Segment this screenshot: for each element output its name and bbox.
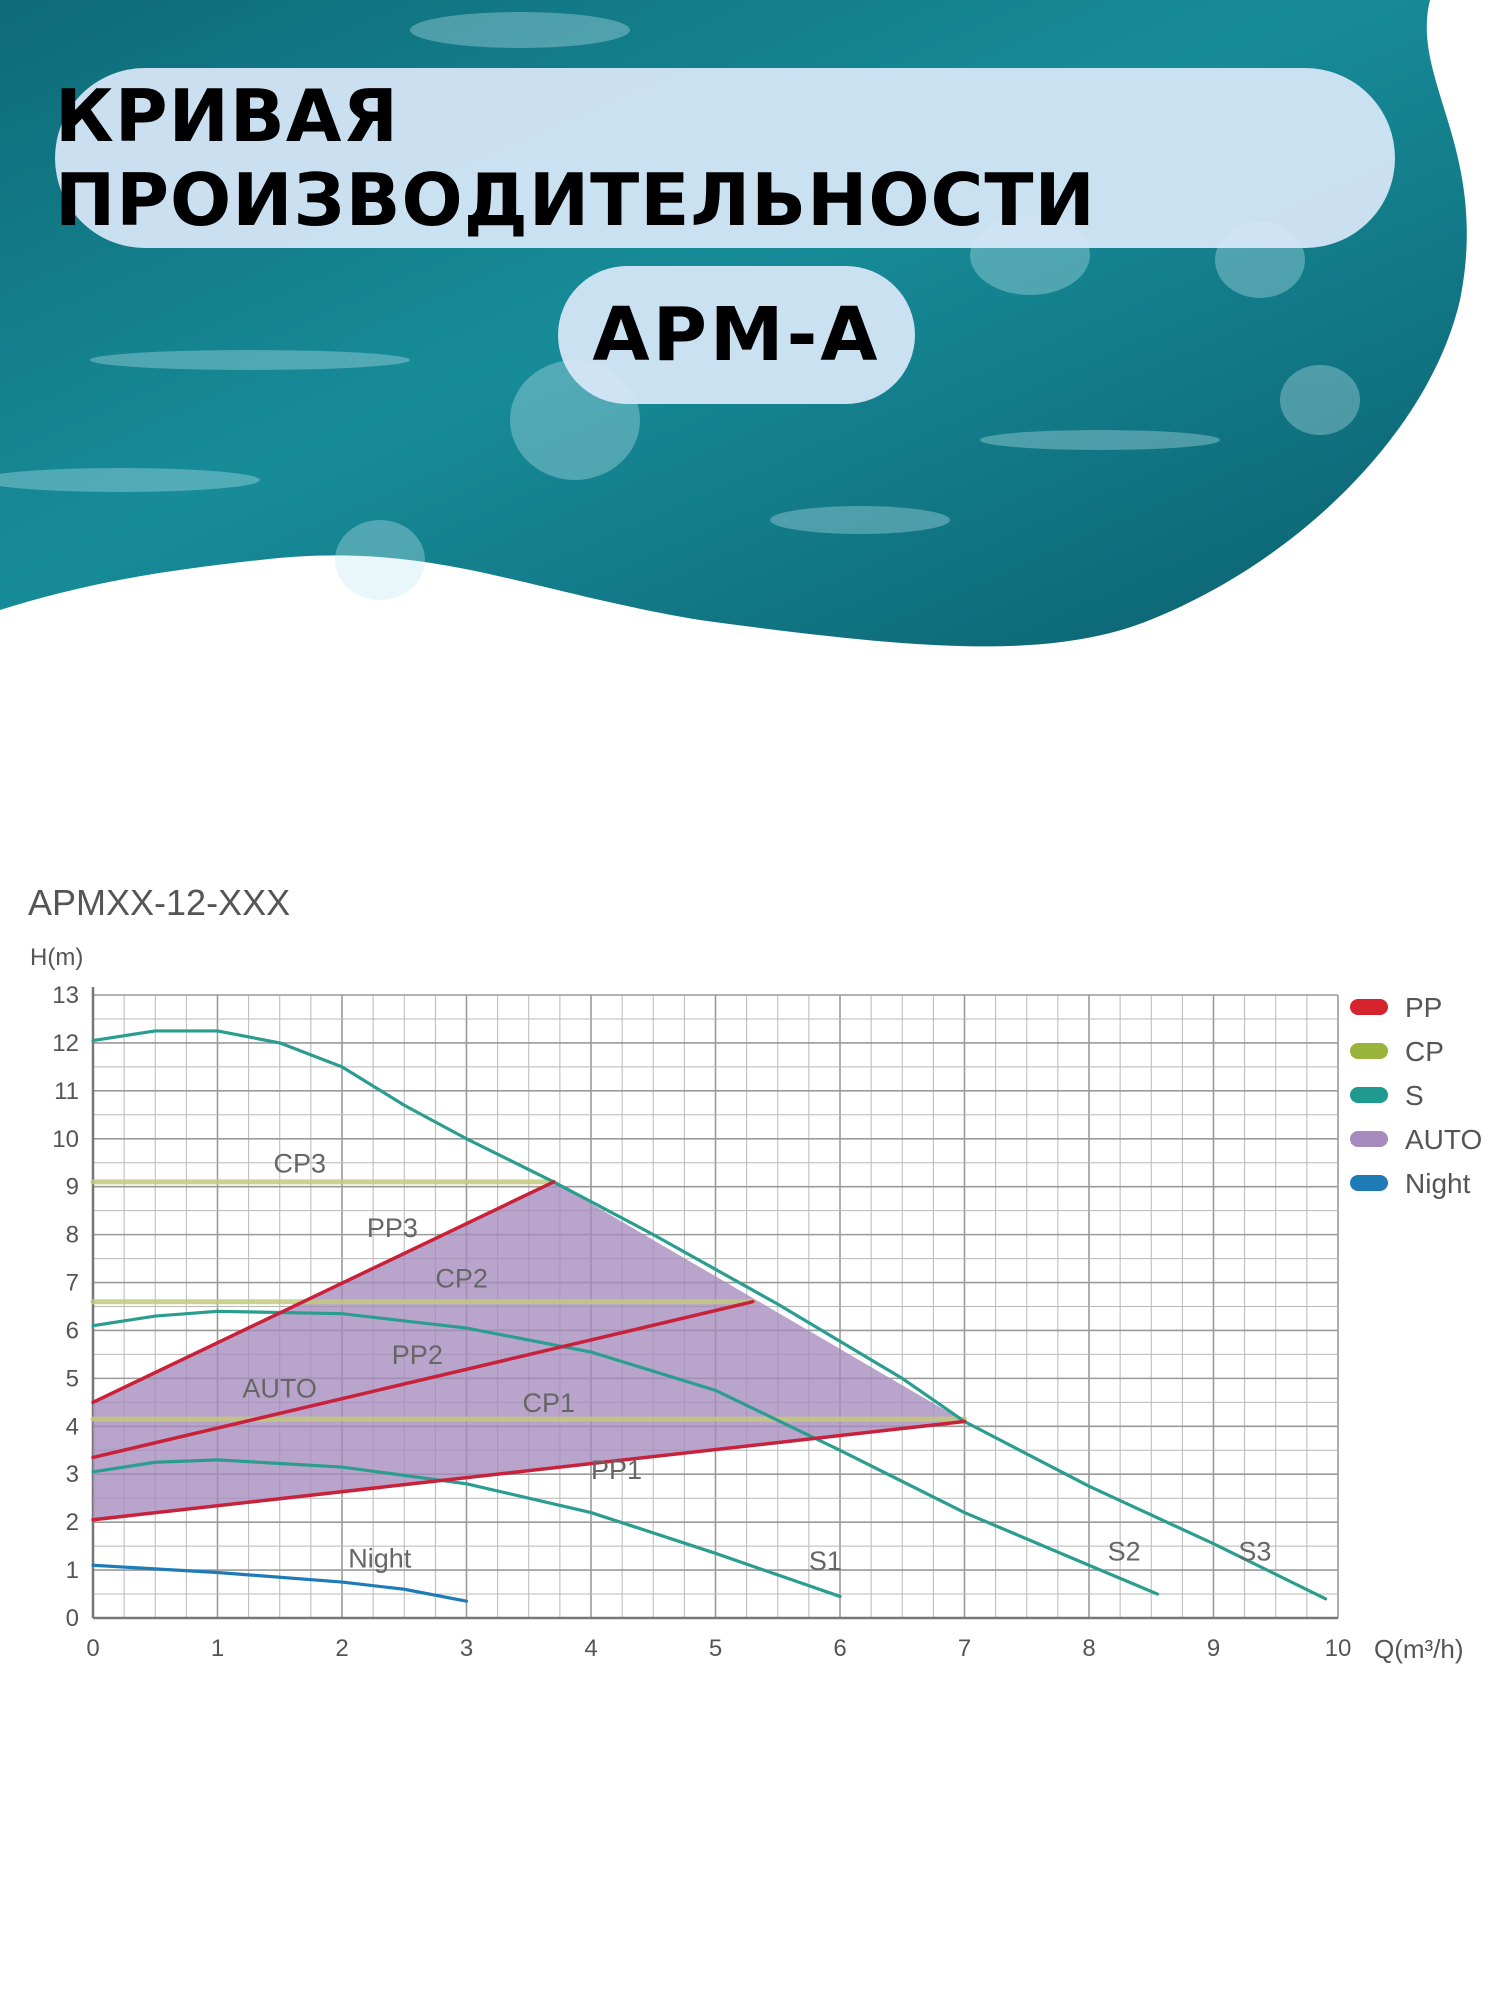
y-tick-label: 7 [66,1270,79,1297]
series-layer [90,1029,1328,1603]
legend-label-auto: AUTO [1405,1124,1482,1155]
x-tick-label: 7 [958,1635,971,1662]
series-line-pp3 [91,1180,556,1405]
annotations: CP3 PP3 CP2 PP2 AUTO CP1 PP1 Night S1 S2 S3 [242,1148,1271,1576]
legend-label-pp: PP [1405,992,1442,1023]
x-tick-label: 4 [584,1635,597,1662]
legend-swatch-auto [1350,1131,1388,1147]
x-tick-label: 1 [211,1635,224,1662]
annotation-s1: S1 [809,1546,842,1576]
legend-swatch-pp [1350,999,1388,1015]
y-tick-label: 3 [66,1461,79,1488]
x-tick-label: 10 [1325,1635,1352,1662]
y-tick-label: 1 [66,1557,79,1584]
y-tick-label: 10 [52,1126,79,1153]
annotation-auto: AUTO [242,1374,317,1404]
x-tick-label: 6 [833,1635,846,1662]
y-tick-label: 12 [52,1030,79,1057]
x-tick-label: 3 [460,1635,473,1662]
y-axis-label: H(m) [30,944,83,971]
annotation-s2: S2 [1108,1536,1141,1566]
auto-region [93,1181,965,1520]
annotation-night: Night [348,1544,412,1574]
auto-region-layer [93,1181,965,1520]
legend-swatch-cp [1350,1043,1388,1059]
legend-label-cp: CP [1405,1036,1444,1067]
legend-label-s: S [1405,1080,1424,1111]
annotation-pp2: PP2 [392,1340,443,1370]
page-title: КРИВАЯ ПРОИЗВОДИТЕЛЬНОСТИ [55,68,1395,248]
x-tick-label: 8 [1082,1635,1095,1662]
series-line-pp2 [91,1299,755,1460]
annotation-cp1: CP1 [523,1388,576,1418]
annotation-cp2: CP2 [435,1263,488,1293]
y-tick-label: 4 [66,1413,79,1440]
annotation-cp3: CP3 [274,1148,327,1178]
y-tick-label: 11 [54,1078,79,1105]
x-tick-label: 5 [709,1635,722,1662]
y-tick-label: 0 [66,1605,79,1632]
y-tick-label: 2 [66,1509,79,1536]
x-tick-label: 2 [335,1635,348,1662]
y-tick-label: 9 [66,1174,79,1201]
legend-swatch-night [1350,1175,1388,1191]
series-line-night [91,1563,469,1603]
y-tick-label: 8 [66,1222,79,1249]
x-tick-label: 0 [86,1635,99,1662]
chart-title: APMXX-12-XXX [28,882,290,923]
y-tick-label: 6 [66,1317,79,1344]
annotation-pp1: PP1 [591,1455,642,1485]
series-line-s2 [91,1309,1160,1596]
y-tick-label: 5 [66,1365,79,1392]
legend-swatch-s [1350,1087,1388,1103]
page-subtitle: APM-A [558,266,915,404]
legend-label-night: Night [1405,1168,1471,1199]
series-line-pp1 [91,1419,967,1522]
x-tick-label: 9 [1207,1635,1220,1662]
y-tick-label: 13 [52,982,79,1009]
x-axis-label: Q(m³/h) [1374,1634,1464,1664]
annotation-pp3: PP3 [367,1213,418,1243]
series-line-s1 [91,1458,842,1599]
annotation-s3: S3 [1238,1536,1271,1566]
legend: PP CP S AUTO Night [1350,992,1482,1199]
